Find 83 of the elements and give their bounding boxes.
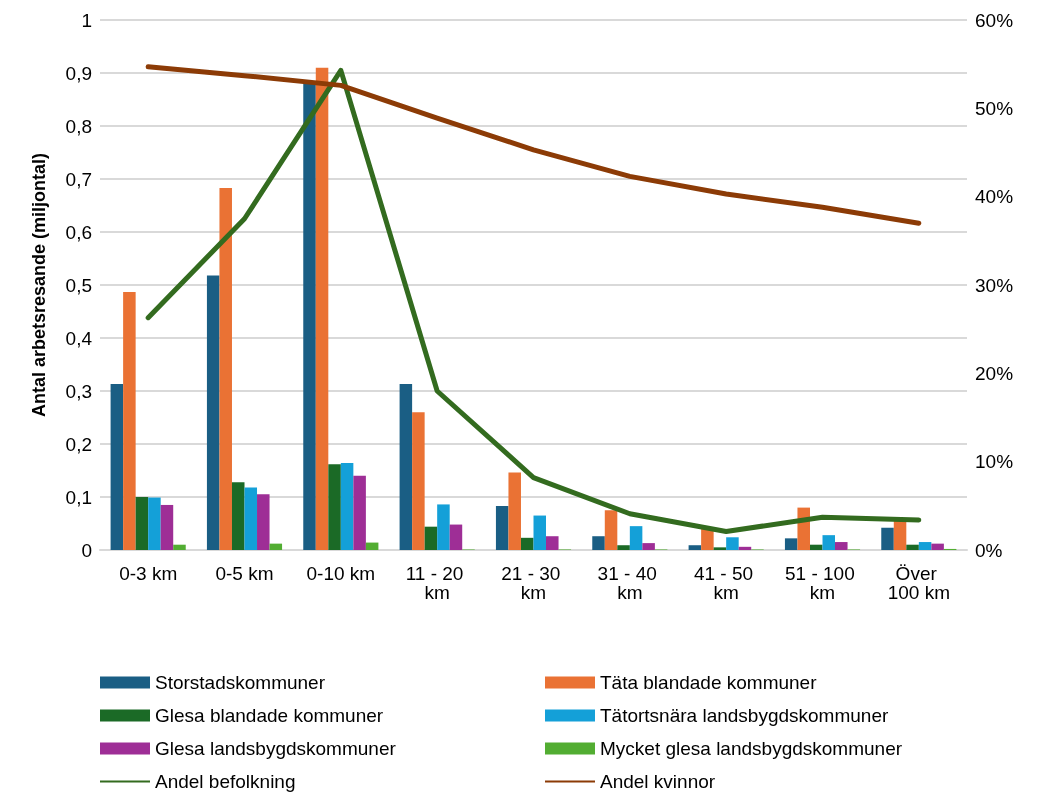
- bar: [592, 536, 605, 550]
- bar: [123, 291, 136, 550]
- bar: [148, 497, 161, 550]
- bar: [688, 545, 702, 550]
- bar: [931, 543, 944, 550]
- bar: [533, 515, 547, 550]
- y-tick-label: 1: [81, 9, 92, 31]
- x-tick-label: Över 100 km: [887, 563, 950, 603]
- bar: [173, 544, 186, 550]
- bar: [738, 546, 752, 550]
- legend-label: Tätortsnära landsbygdskommuner: [600, 705, 889, 726]
- bar: [809, 544, 823, 550]
- y2-tick-label: 10%: [975, 451, 1014, 473]
- y-tick-label: 0,7: [65, 168, 92, 190]
- bar: [784, 538, 798, 550]
- bar: [835, 542, 848, 550]
- bar: [713, 547, 727, 550]
- bar: [449, 524, 463, 550]
- bar: [160, 504, 174, 550]
- x-tick-label: 31 - 40 km: [597, 563, 663, 603]
- x-tick-label: 0-5 km: [215, 563, 274, 584]
- y2-tick-label: 50%: [975, 97, 1014, 119]
- legend-label: Glesa blandade kommuner: [155, 705, 384, 726]
- bar: [303, 83, 316, 550]
- bar: [881, 527, 894, 550]
- bar: [206, 275, 220, 550]
- y-tick-label: 0,6: [65, 221, 92, 243]
- bar: [918, 542, 932, 550]
- y-tick-label: 0,3: [65, 380, 92, 402]
- x-tick-label: 0-10 km: [306, 563, 376, 584]
- bar: [906, 544, 919, 550]
- bar: [629, 526, 643, 550]
- y2-tick-label: 30%: [975, 274, 1014, 296]
- x-tick-label: 41 - 50 km: [693, 563, 759, 603]
- bar: [353, 475, 366, 550]
- bar: [508, 472, 521, 550]
- legend-label: Mycket glesa landsbygdskommuner: [600, 738, 903, 759]
- y-tick-label: 0,8: [65, 115, 92, 137]
- bar: [365, 542, 379, 550]
- legend-label: Glesa landsbygdskommuner: [155, 738, 397, 759]
- bar: [244, 487, 258, 550]
- bar: [257, 494, 270, 550]
- y-tick-label: 0,9: [65, 62, 92, 84]
- bar: [701, 528, 714, 550]
- bar: [315, 67, 329, 550]
- x-tick-label: 11 - 20 km: [405, 563, 469, 603]
- y2-tick-label: 0%: [975, 539, 1003, 561]
- legend-label: Andel kvinnor: [600, 771, 716, 792]
- x-tick-label: 21 - 30 km: [501, 563, 566, 603]
- bar: [520, 537, 534, 550]
- bar: [546, 536, 559, 550]
- bar: [726, 537, 739, 550]
- y-tick-label: 0: [81, 539, 92, 561]
- y-tick-label: 0,1: [65, 486, 92, 508]
- legend-label: Andel befolkning: [155, 771, 296, 792]
- y-tick-label: 0,2: [65, 433, 92, 455]
- y2-tick-label: 20%: [975, 362, 1014, 384]
- bar: [424, 526, 438, 550]
- bar: [822, 535, 836, 550]
- bar: [231, 482, 245, 550]
- bar: [340, 463, 354, 550]
- y-tick-label: 0,4: [65, 327, 93, 349]
- x-tick-label: 51 - 100 km: [785, 563, 860, 603]
- bar: [495, 506, 509, 550]
- y2-tick-label: 60%: [975, 9, 1014, 31]
- bar: [412, 412, 425, 550]
- legend-label: Täta blandade kommuner: [600, 672, 818, 693]
- legend-label: Storstadskommuner: [155, 672, 326, 693]
- bar: [617, 545, 630, 550]
- bar: [219, 188, 232, 550]
- bar: [269, 543, 283, 550]
- bar: [328, 464, 341, 550]
- x-tick-label: 0-3 km: [119, 563, 178, 584]
- bar: [110, 384, 124, 550]
- bar: [399, 384, 413, 550]
- bar: [604, 510, 618, 550]
- bar: [893, 520, 907, 550]
- bar: [437, 504, 450, 550]
- bar: [135, 497, 149, 550]
- bar: [642, 543, 655, 550]
- y-tick-label: 0,5: [65, 274, 92, 296]
- y2-tick-label: 40%: [975, 186, 1014, 208]
- y-axis-title: Antal arbetsresande (miljontal): [29, 152, 49, 418]
